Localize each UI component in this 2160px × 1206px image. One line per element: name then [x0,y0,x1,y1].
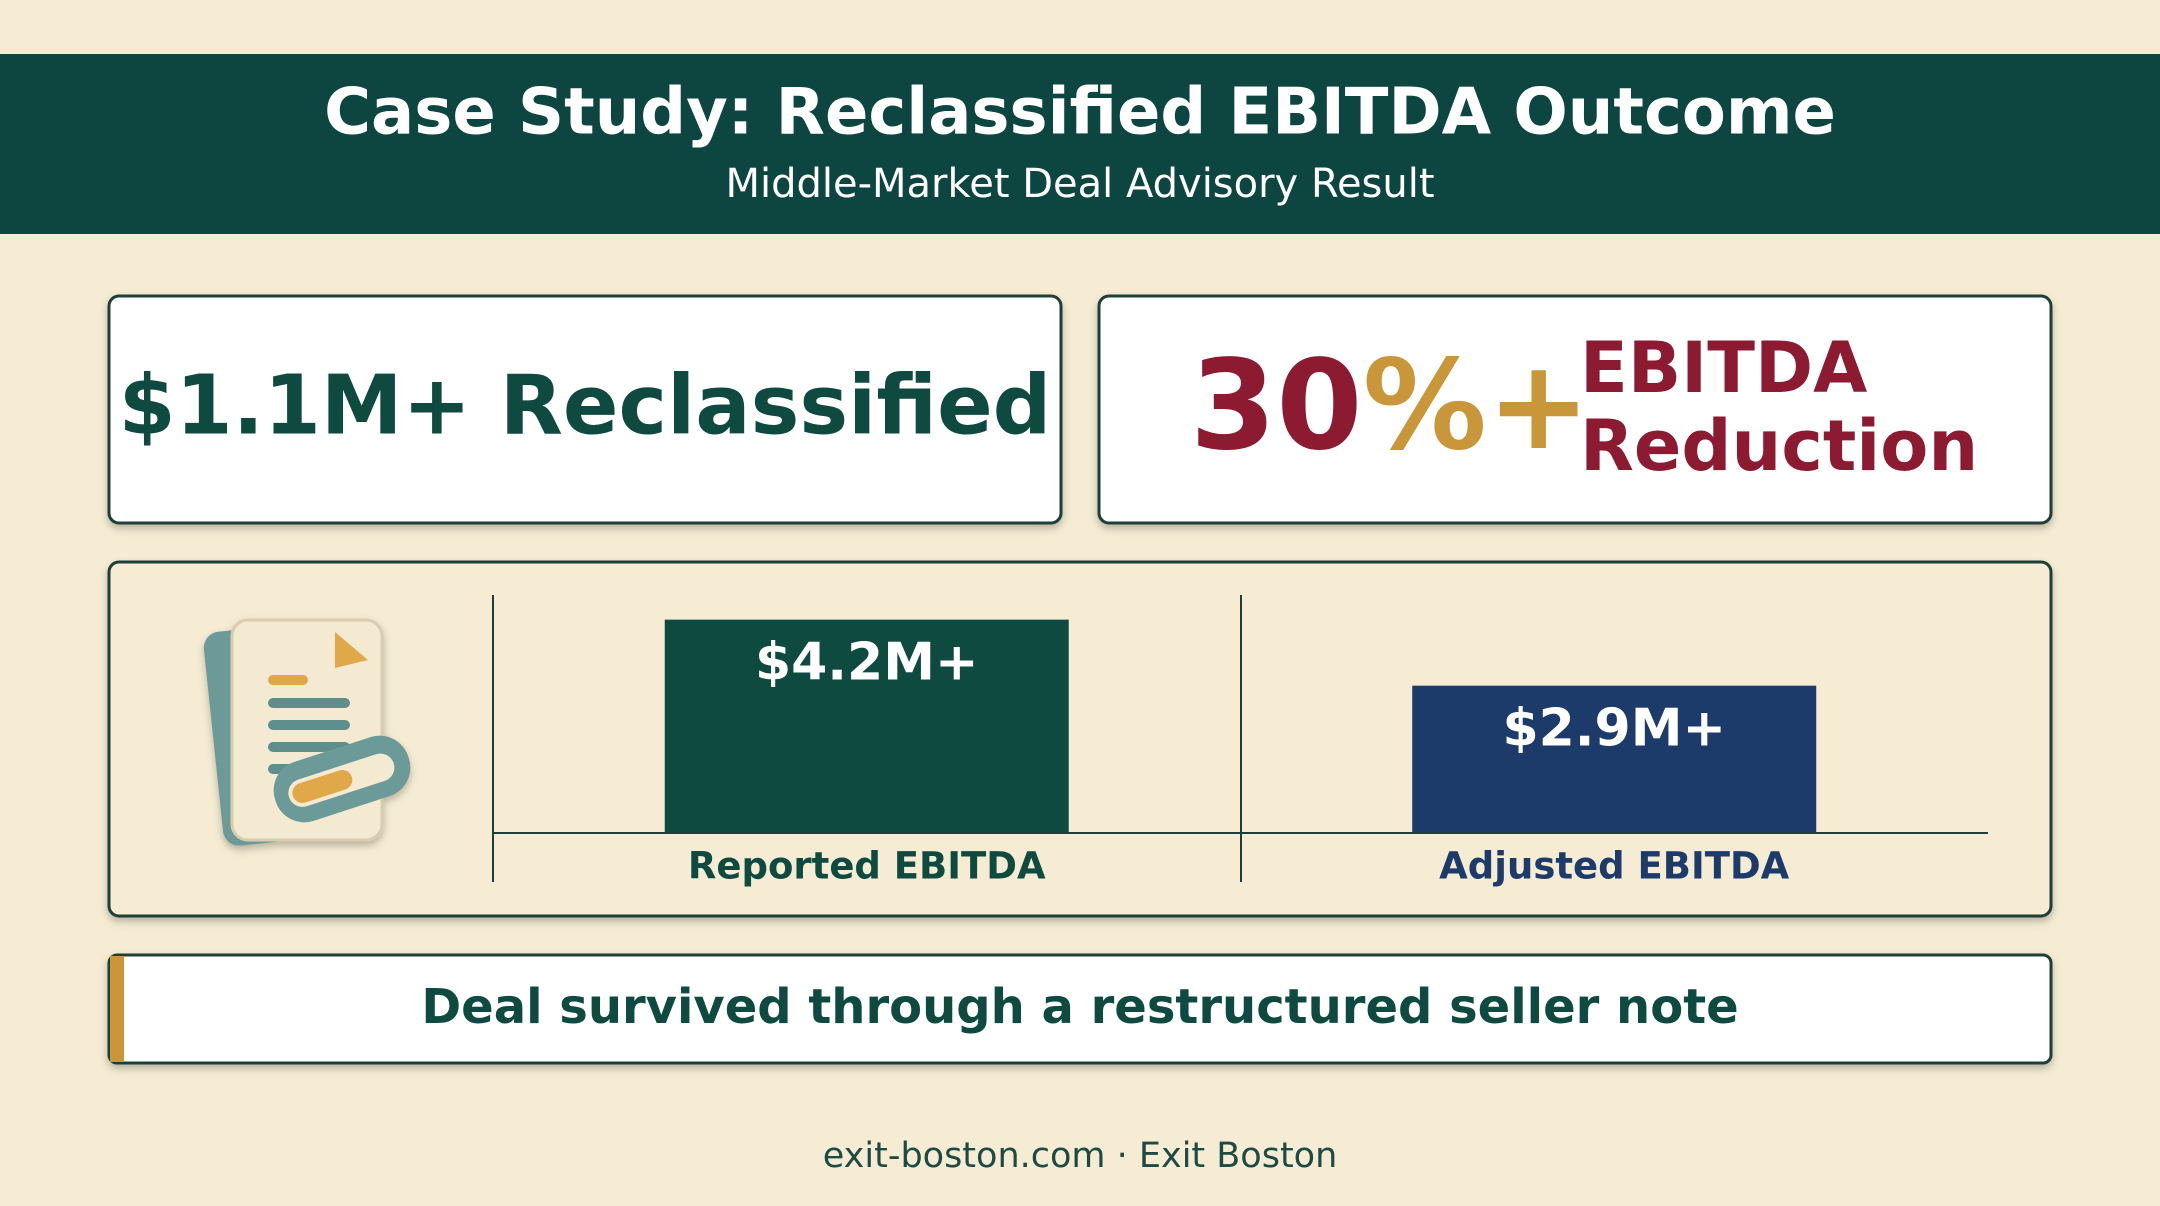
note-accent [110,956,124,1062]
category-label: Adjusted EBITDA [1439,845,1790,888]
stat-reduction: 30%+ [1190,334,1591,478]
reduction-suffix: %+ [1363,334,1591,478]
bar [664,619,1069,833]
value-label: $2.9M+ [1502,699,1726,759]
footer: exit-boston.com · Exit Boston [823,1136,1338,1176]
stat-reclassified: $1.1M+ Reclassified [119,358,1052,453]
value-label: $4.2M+ [755,633,979,693]
note: Deal survived through a restructured sel… [421,979,1738,1035]
title: Case Study: Reclassified EBITDA Outcome [324,76,1836,150]
bar [1412,685,1817,833]
header-band [0,54,2160,234]
document-icon [203,618,411,846]
category-label: Reported EBITDA [688,845,1046,888]
reduction-label: EBITDA [1580,327,1867,409]
reduction-label: Reduction [1580,405,1978,487]
subtitle: Middle-Market Deal Advisory Result [725,161,1434,207]
stat-card [1097,294,2053,525]
stat-card [107,294,1063,525]
note-box [107,953,2053,1065]
reduction-number: 30 [1190,334,1363,478]
